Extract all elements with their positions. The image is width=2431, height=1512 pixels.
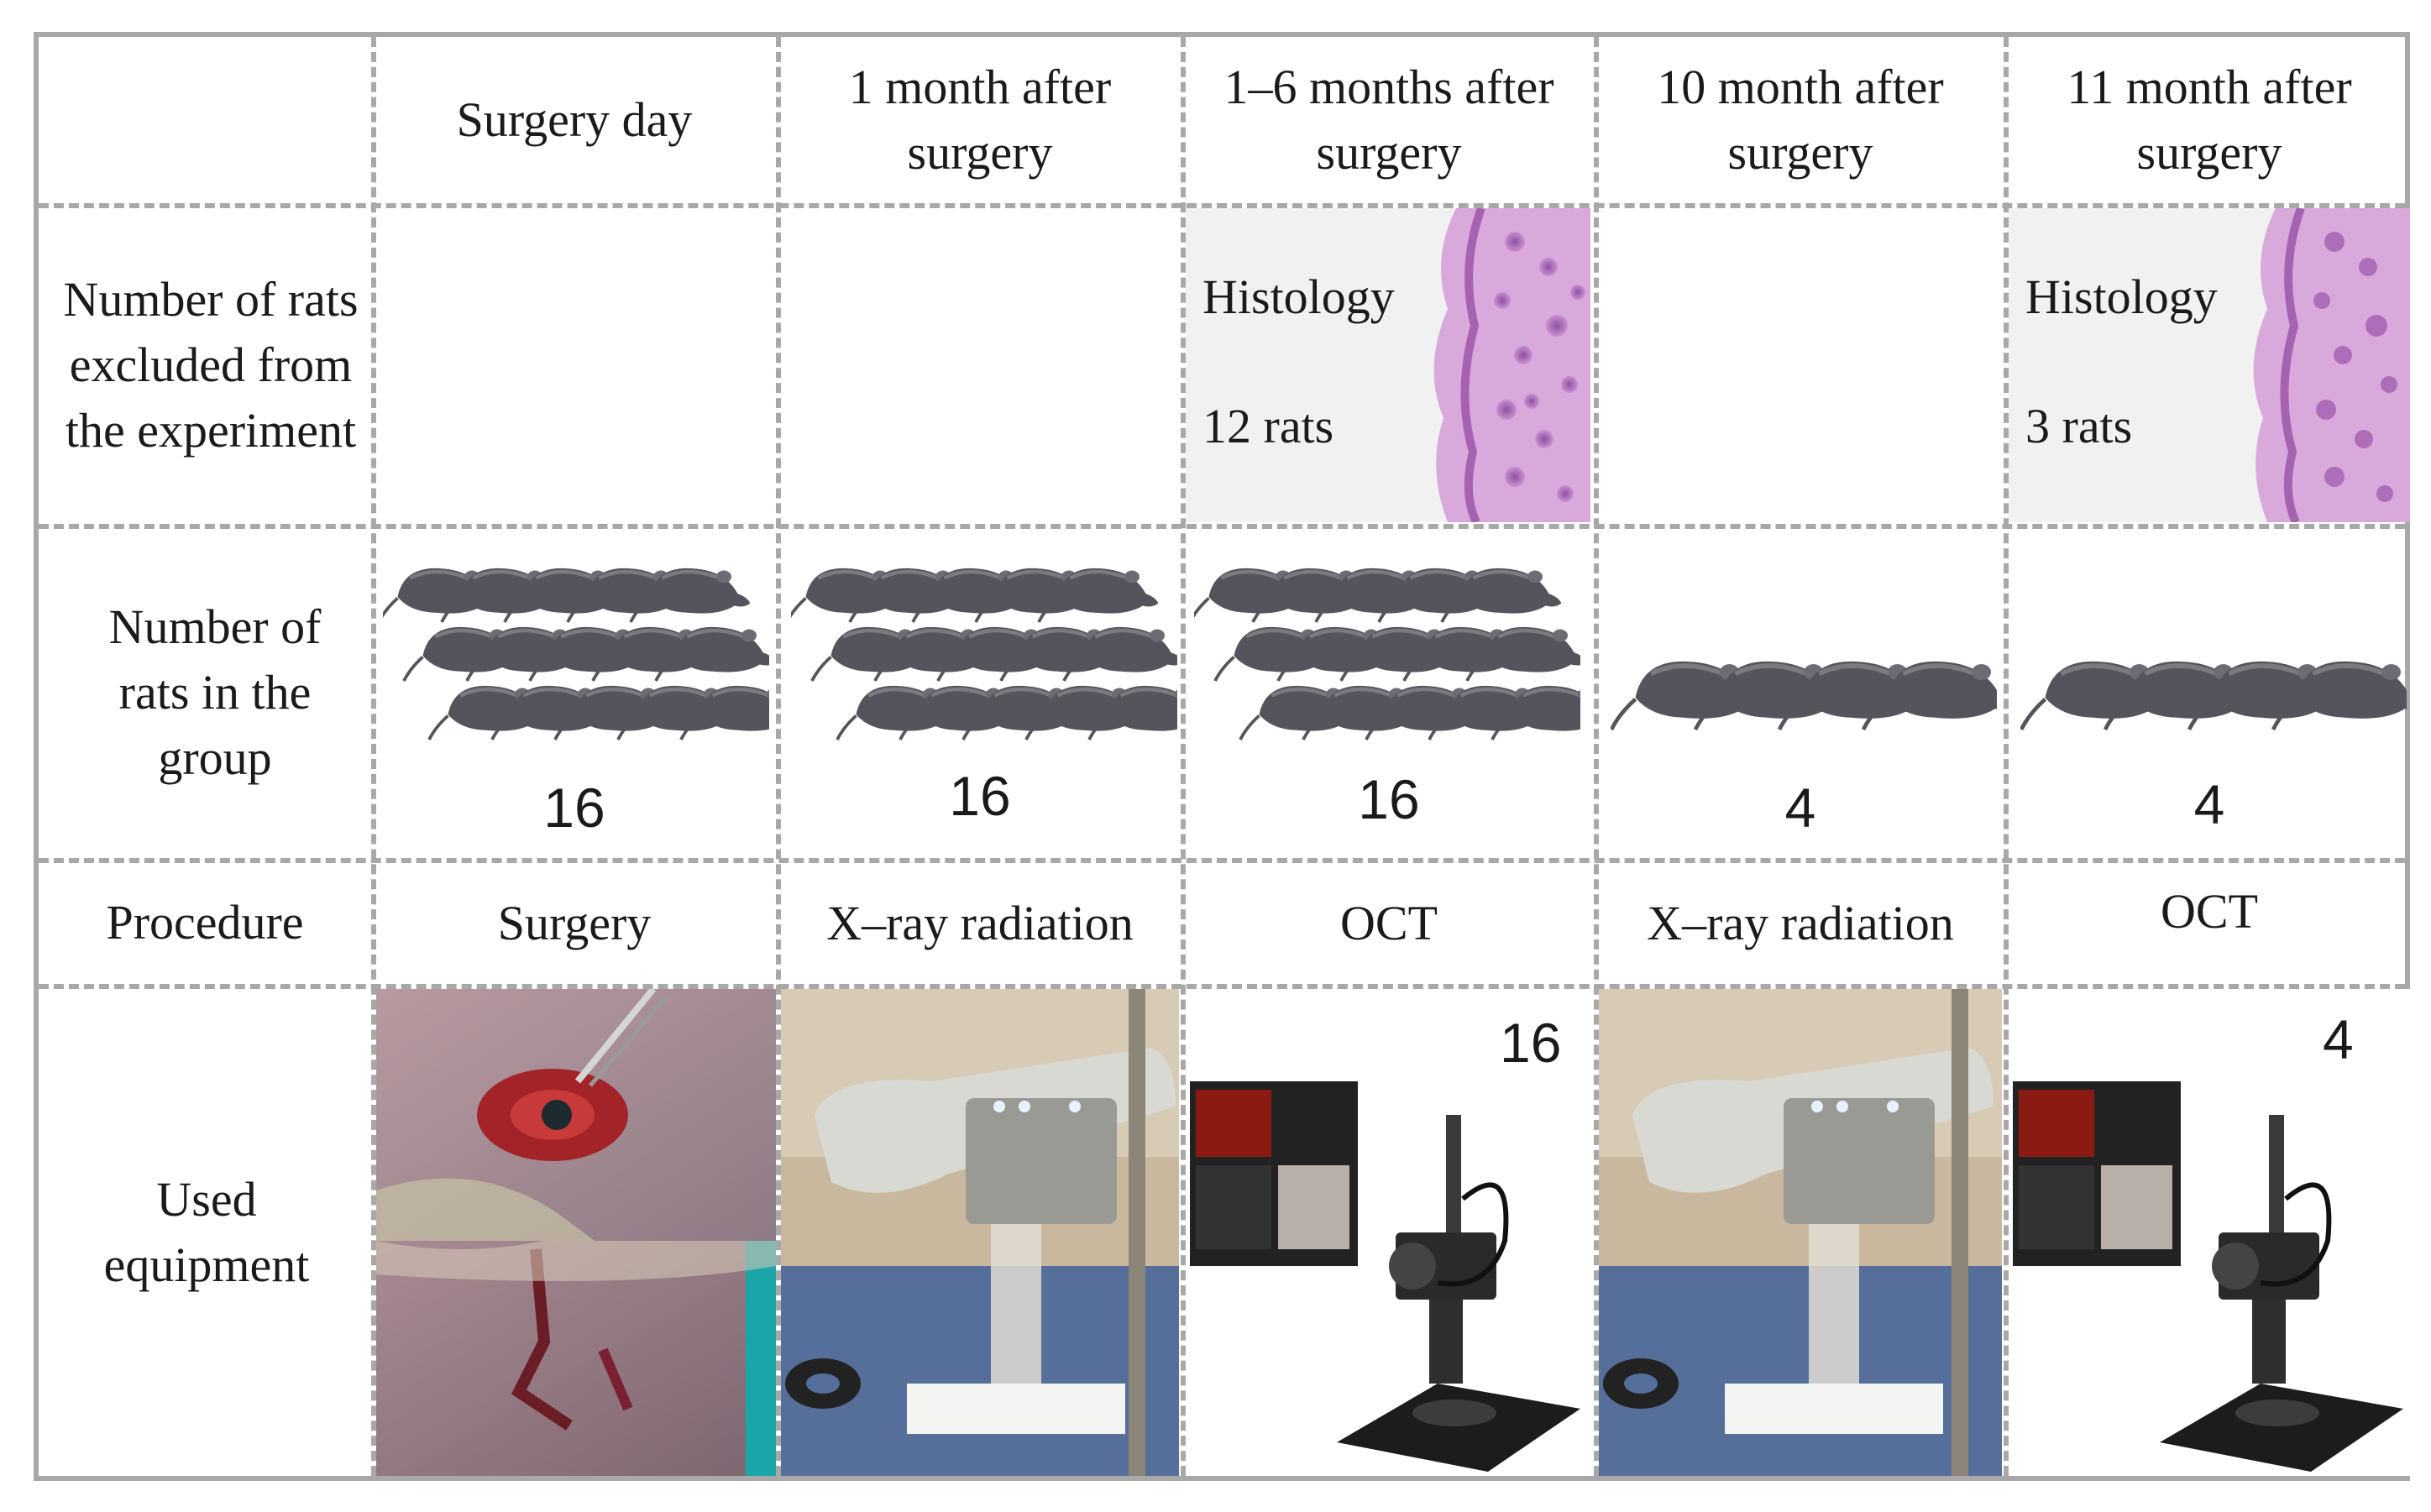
surgery-photo — [376, 989, 776, 1476]
group-count: 4 — [2193, 773, 2225, 835]
row-header-excluded: Number of rats excluded from the experim… — [63, 272, 359, 458]
rat-group-4 — [2020, 661, 2407, 731]
column-divider — [776, 37, 781, 1476]
procedure-label: Surgery — [497, 895, 652, 950]
row-divider — [39, 524, 2405, 529]
column-header: 1–6 months after surgery — [1223, 60, 1554, 180]
schedule-table: Surgery day 1 month after surgery 1–6 mo… — [34, 32, 2410, 1481]
rat-group-4 — [1611, 661, 1997, 731]
rat-icon — [679, 685, 769, 740]
column-header: 10 month after surgery — [1657, 60, 1944, 180]
histology-count: 3 rats — [2025, 399, 2133, 453]
oct-system-photo — [1186, 989, 1592, 1476]
rat-icon — [1087, 685, 1177, 740]
oct-system-photo — [2009, 989, 2410, 1476]
procedure-label: X–ray radiation — [1647, 895, 1954, 950]
rat-icon — [1491, 685, 1580, 740]
xray-machine-photo — [1599, 989, 2002, 1476]
group-count: 16 — [1358, 768, 1420, 830]
column-divider — [1181, 37, 1186, 1476]
rat-group-16 — [383, 568, 769, 740]
column-divider — [2004, 37, 2009, 1476]
group-count: 16 — [949, 765, 1011, 827]
histology-slide-image — [1433, 208, 1590, 522]
row-divider — [39, 858, 2405, 863]
procedure-label: OCT — [1340, 895, 1438, 950]
histology-label: Histology — [1202, 269, 1395, 324]
rat-icon — [1861, 661, 1997, 731]
histology-count: 12 rats — [1202, 399, 1334, 453]
histology-panel: Histology 12 rats — [1186, 208, 1590, 522]
xray-machine-photo — [781, 989, 1179, 1476]
procedure-label: X–ray radiation — [826, 895, 1134, 950]
rat-icon — [1037, 568, 1159, 623]
rat-icon — [654, 626, 769, 682]
column-divider — [371, 37, 376, 1476]
column-header: 1 month after surgery — [848, 60, 1112, 180]
column-divider — [1594, 37, 1599, 1476]
rat-icon — [1062, 626, 1177, 682]
procedure-label: OCT — [2161, 883, 2258, 939]
group-count: 4 — [1784, 777, 1816, 839]
column-header: 11 month after surgery — [2067, 60, 2352, 180]
equipment-count: 16 — [1500, 1012, 1562, 1074]
row-header-equipment: Used equipment — [103, 1172, 310, 1292]
histology-slide-image — [2253, 208, 2410, 522]
histology-panel: Histology 3 rats — [2009, 208, 2410, 522]
rat-icon — [629, 568, 751, 623]
row-header-group: Number of rats in the group — [108, 599, 322, 785]
histology-label: Histology — [2025, 269, 2218, 324]
rat-icon — [1465, 626, 1580, 682]
row-divider — [39, 203, 2405, 208]
rat-icon — [1440, 568, 1562, 623]
row-header-procedure: Procedure — [106, 895, 304, 950]
equipment-count: 4 — [2323, 1008, 2354, 1070]
group-count: 16 — [543, 777, 605, 839]
column-header: Surgery day — [456, 92, 693, 147]
rat-icon — [2271, 661, 2407, 731]
rat-group-16 — [1194, 568, 1580, 740]
rat-group-16 — [791, 568, 1177, 740]
row-divider — [39, 984, 2405, 989]
